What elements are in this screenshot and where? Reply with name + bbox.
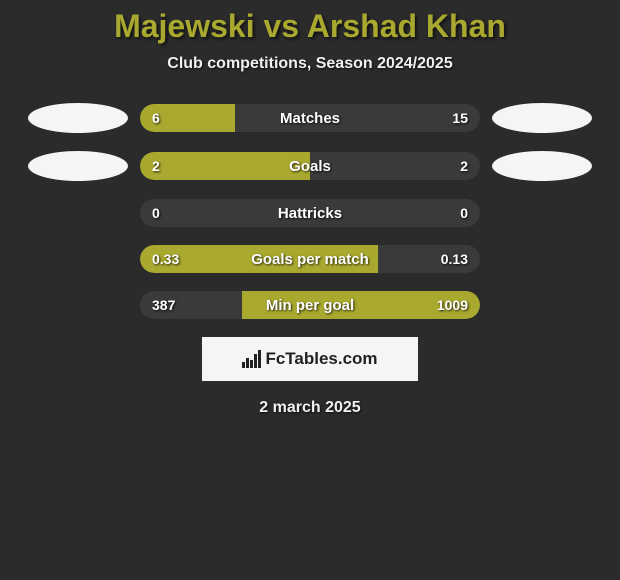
stat-row: 387Min per goal1009 <box>0 291 620 319</box>
stat-label: Min per goal <box>140 291 480 319</box>
player-left-marker <box>28 103 128 133</box>
stat-label: Goals per match <box>140 245 480 273</box>
stat-label: Hattricks <box>140 199 480 227</box>
value-right: 15 <box>452 104 468 132</box>
value-right: 1009 <box>437 291 468 319</box>
value-right: 0 <box>460 199 468 227</box>
player-right-marker <box>492 151 592 181</box>
value-right: 0.13 <box>441 245 468 273</box>
stat-row: 6Matches15 <box>0 103 620 133</box>
stat-label: Goals <box>140 152 480 180</box>
stat-row: 0Hattricks0 <box>0 199 620 227</box>
player-right-marker <box>492 103 592 133</box>
stat-bar: 2Goals2 <box>140 152 480 180</box>
date-label: 2 march 2025 <box>0 399 620 417</box>
stat-label: Matches <box>140 104 480 132</box>
value-right: 2 <box>460 152 468 180</box>
comparison-container: Majewski vs Arshad Khan Club competition… <box>0 0 620 417</box>
stat-bar: 0Hattricks0 <box>140 199 480 227</box>
page-title: Majewski vs Arshad Khan <box>0 8 620 45</box>
stat-bar: 387Min per goal1009 <box>140 291 480 319</box>
stat-row: 2Goals2 <box>0 151 620 181</box>
stat-bar: 0.33Goals per match0.13 <box>140 245 480 273</box>
stat-row: 0.33Goals per match0.13 <box>0 245 620 273</box>
brand-chart-icon <box>242 350 261 368</box>
brand-box: FcTables.com <box>202 337 418 381</box>
subtitle: Club competitions, Season 2024/2025 <box>0 55 620 73</box>
stat-rows: 6Matches15 2Goals2 0Hattricks0 0.33Goals pe… <box>0 103 620 319</box>
player-left-marker <box>28 151 128 181</box>
brand-text: FcTables.com <box>265 349 377 369</box>
stat-bar: 6Matches15 <box>140 104 480 132</box>
